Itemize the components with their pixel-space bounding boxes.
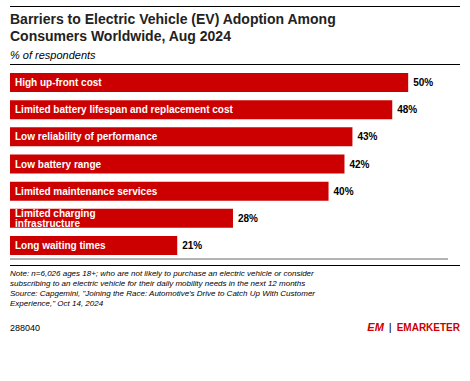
- svg-text:43%: 43%: [357, 131, 377, 142]
- svg-text:Low reliability of performance: Low reliability of performance: [15, 131, 158, 142]
- svg-text:Limited maintenance services: Limited maintenance services: [15, 186, 158, 197]
- html-text:EM | EMARKETER: EM | EMARKETER: [367, 321, 460, 333]
- svg-text:21%: 21%: [182, 240, 202, 251]
- svg-text:Long waiting times: Long waiting times: [15, 240, 106, 251]
- svg-text:Limited battery lifespan and r: Limited battery lifespan and replacement…: [15, 104, 234, 115]
- svg-text:42%: 42%: [349, 159, 369, 170]
- svg-text:40%: 40%: [334, 186, 354, 197]
- svg-text:High up-front cost: High up-front cost: [15, 77, 102, 88]
- html-text:288040: 288040: [10, 323, 40, 333]
- svg-text:Limited charginginfrastructure: Limited charginginfrastructure: [15, 208, 96, 229]
- svg-text:28%: 28%: [238, 213, 258, 224]
- html-text:Barriers to Electric Vehicle (: Barriers to Electric Vehicle (EV) Adopti…: [10, 11, 336, 44]
- svg-text:50%: 50%: [413, 77, 433, 88]
- svg-text:48%: 48%: [397, 104, 417, 115]
- html-text:Note: n=6,026 ages 18+; who ar: Note: n=6,026 ages 18+; who are not like…: [10, 269, 315, 308]
- html-text:% of respondents: % of respondents: [10, 49, 96, 61]
- svg-text:Low battery range: Low battery range: [15, 159, 102, 170]
